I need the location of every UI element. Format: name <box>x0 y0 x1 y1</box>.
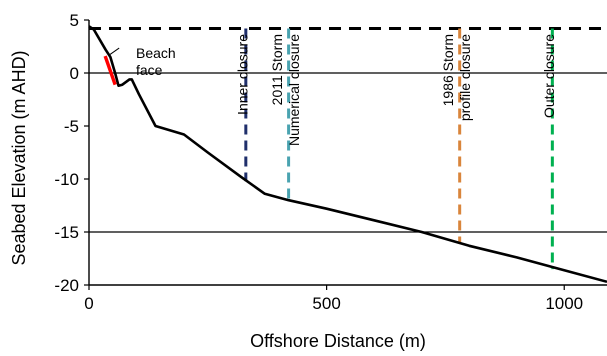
closure-label-2-line-2: Numerical closure <box>286 34 302 146</box>
x-tick-label-0: 0 <box>84 294 93 313</box>
y-tick-label--10: -10 <box>54 170 79 189</box>
y-tick-label-5: 5 <box>70 11 79 30</box>
beach-face-label-line-2: face <box>136 62 163 78</box>
annotations: Inner closure 2011 Storm Numerical closure… <box>136 34 557 146</box>
y-tick-label--5: -5 <box>64 117 79 136</box>
beach-face-label-line-1: Beach <box>136 45 176 61</box>
closure-label-2-line-1: 2011 Storm <box>269 34 285 105</box>
x-tick-label-1000: 1000 <box>545 294 583 313</box>
axes <box>84 19 607 290</box>
y-axis-title: Seabed Elevation (m AHD) <box>9 50 29 265</box>
tick-labels: 5 0 -5 -10 -15 -20 0 500 1000 <box>54 11 583 313</box>
gridlines <box>89 72 607 233</box>
beach-face-leader <box>108 47 120 56</box>
x-axis-title: Offshore Distance (m) <box>250 331 426 351</box>
closure-label-3-line-1: 1986 Storm <box>440 34 456 106</box>
closure-label-1-line-1: Inner closure <box>235 34 251 115</box>
x-tick-label-500: 500 <box>312 294 340 313</box>
y-tick-label-0: 0 <box>70 64 79 83</box>
y-tick-label--20: -20 <box>54 276 79 295</box>
seabed-profile-series <box>88 25 607 284</box>
closure-label-4-line-1: Outer closure <box>541 34 557 118</box>
closure-label-3-line-2: profile closure <box>457 34 473 121</box>
seabed-profile-line <box>88 25 607 284</box>
beach-face-series <box>103 47 120 86</box>
beach-face-line <box>103 55 117 86</box>
closure-lines <box>244 28 554 270</box>
y-tick-label--15: -15 <box>54 223 79 242</box>
